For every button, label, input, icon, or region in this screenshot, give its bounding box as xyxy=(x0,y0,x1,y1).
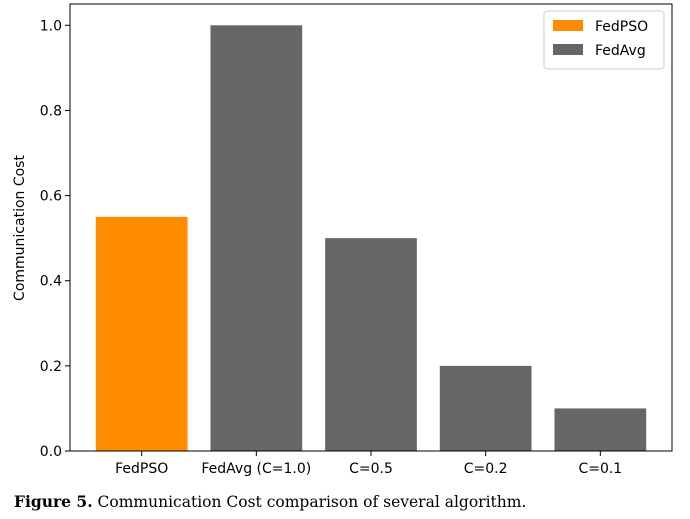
y-tick-label: 0.6 xyxy=(40,189,62,205)
plot-area xyxy=(69,3,673,452)
y-tick-label: 0.4 xyxy=(40,274,62,290)
y-tick-label: 1.0 xyxy=(40,18,62,34)
y-axis-ticks: 0.0 0.2 0.4 0.6 0.8 1.0 xyxy=(40,18,70,460)
legend-swatch-fedpso xyxy=(553,20,583,31)
legend: FedPSO FedAvg xyxy=(543,10,665,70)
bar-chart: 0.0 0.2 0.4 0.6 0.8 1.0 FedPSO FedAvg (C=1.0) C… xyxy=(12,3,673,477)
x-tick-label: FedPSO xyxy=(115,461,168,477)
x-tick-label: FedAvg (C=1.0) xyxy=(201,461,311,477)
legend-label-fedpso: FedPSO xyxy=(595,19,648,35)
y-axis-label: Communication Cost xyxy=(12,155,28,301)
bar-fedavg-3 xyxy=(439,365,532,451)
x-tick-label: C=0.5 xyxy=(349,461,393,477)
x-axis-ticks: FedPSO FedAvg (C=1.0) C=0.5 C=0.2 C=0.1 xyxy=(115,451,622,477)
bar-fedpso-0 xyxy=(95,216,188,451)
legend-label-fedavg: FedAvg xyxy=(595,43,646,59)
figure-caption: Figure 5. Communication Cost comparison … xyxy=(14,492,526,511)
legend-swatch-fedavg xyxy=(553,44,583,55)
y-tick-label: 0.0 xyxy=(40,444,62,460)
bar-fedavg-1 xyxy=(210,25,303,452)
x-tick-label: C=0.2 xyxy=(464,461,508,477)
x-tick-label: C=0.1 xyxy=(578,461,622,477)
caption-label: Figure 5. xyxy=(14,492,93,511)
caption-text: Communication Cost comparison of several… xyxy=(92,493,527,511)
y-tick-label: 0.8 xyxy=(40,103,62,119)
bar-fedavg-4 xyxy=(554,408,647,451)
y-tick-label: 0.2 xyxy=(40,359,62,375)
bar-fedavg-2 xyxy=(325,238,417,451)
